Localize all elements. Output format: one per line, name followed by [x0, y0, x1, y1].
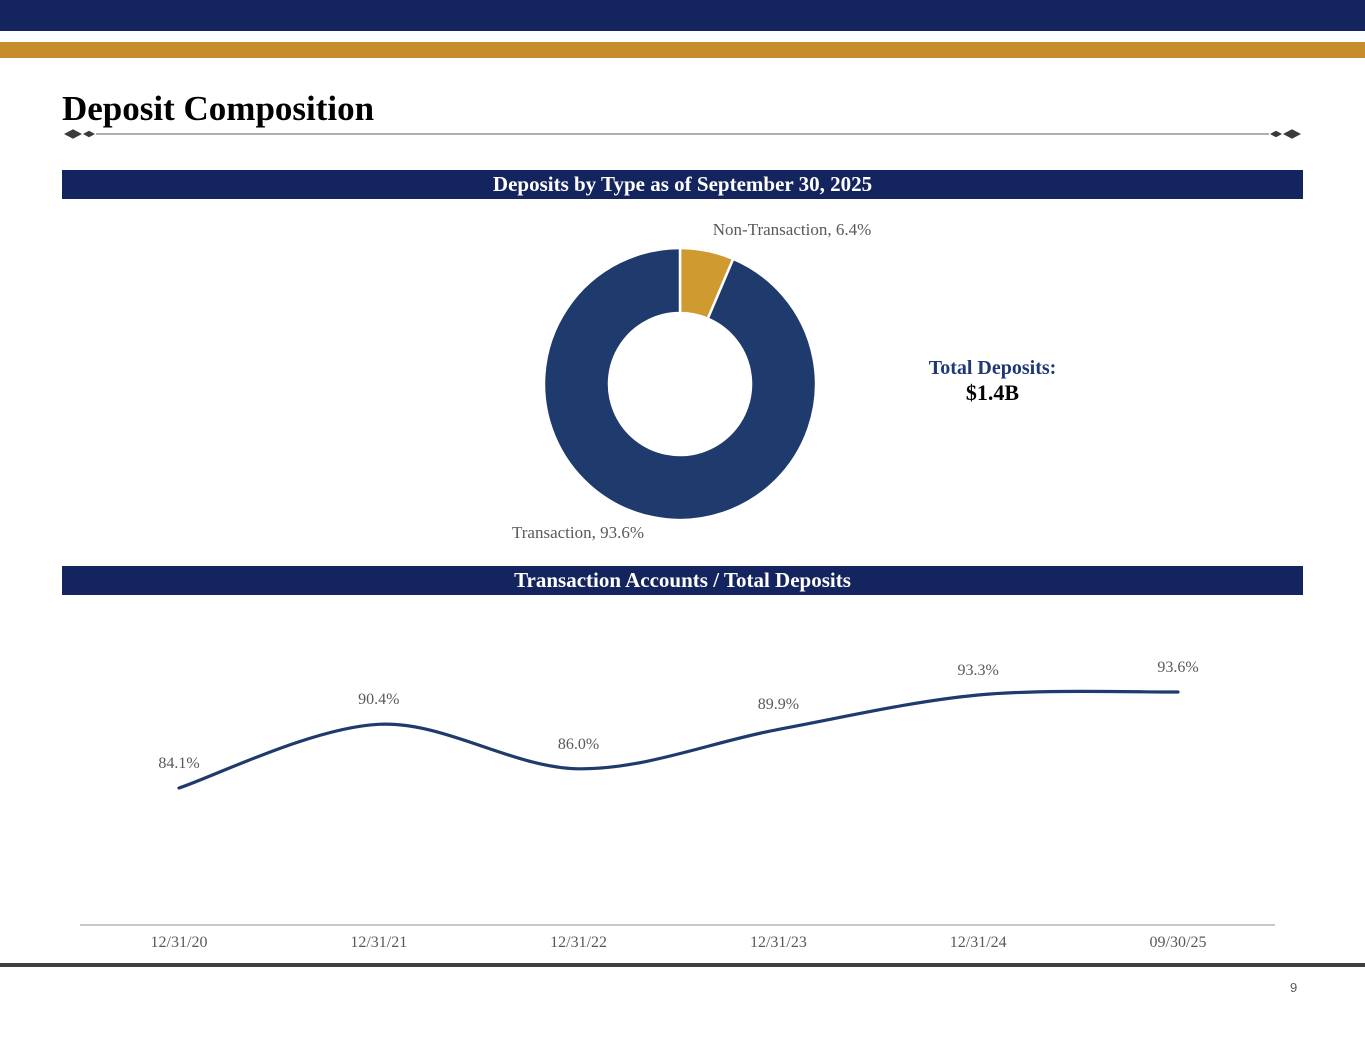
donut-section-banner: Deposits by Type as of September 30, 202…	[62, 170, 1303, 199]
title-divider-ornament	[64, 129, 1301, 139]
line-section-banner: Transaction Accounts / Total Deposits	[62, 566, 1303, 595]
donut-slice-transaction	[542, 246, 818, 522]
donut-label-transaction: Transaction, 93.6%	[511, 523, 645, 542]
total-deposits-value: $1.4B	[965, 380, 1020, 405]
diamond-icon	[83, 130, 95, 138]
diamond-icon	[1270, 130, 1282, 138]
diamond-icon	[1283, 129, 1301, 139]
page-title: Deposit Composition	[62, 89, 375, 128]
tick-label: 09/30/25	[1149, 934, 1207, 951]
data-label: 90.4%	[358, 691, 400, 709]
tick-label: 12/31/22	[550, 934, 608, 951]
data-label: 86.0%	[557, 735, 600, 753]
tick-label: 12/31/20	[150, 934, 208, 951]
tick-label: 12/31/21	[350, 934, 408, 951]
bottom-divider	[0, 963, 1365, 967]
data-label: 93.3%	[957, 662, 999, 680]
total-deposits-callout: Total Deposits: $1.4B	[880, 356, 1105, 405]
total-deposits-label: Total Deposits:	[928, 357, 1057, 379]
data-label: 93.6%	[1157, 659, 1199, 676]
top-navy-bar	[0, 0, 1365, 31]
donut-label-non-transaction: Non-Transaction, 6.4%	[712, 220, 872, 239]
donut-chart	[542, 246, 818, 522]
top-gold-bar	[0, 42, 1365, 58]
tick-label: 12/31/23	[749, 934, 807, 951]
page-number: 9	[1290, 980, 1298, 995]
diamond-icon	[64, 129, 82, 139]
data-label: 84.1%	[158, 754, 200, 772]
data-label: 89.9%	[757, 696, 800, 714]
trend-line	[177, 689, 1180, 790]
tick-label: 12/31/24	[949, 934, 1007, 951]
donut-slice-non-transaction	[678, 246, 735, 321]
